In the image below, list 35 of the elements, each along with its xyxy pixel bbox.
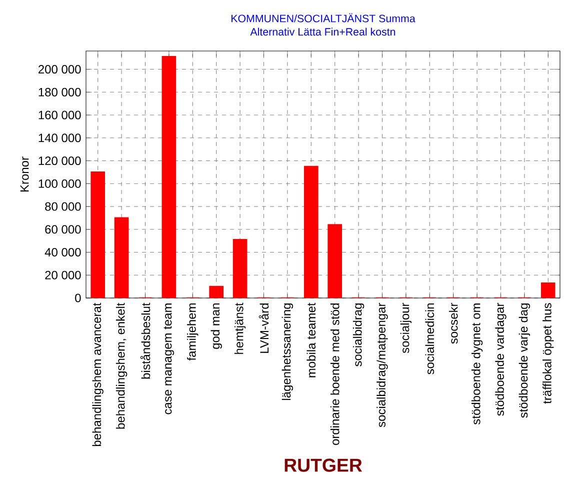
x-tick-label: lägenhetssanering: [282, 304, 294, 400]
x-tick-label: hemtjänst: [234, 302, 246, 354]
y-tick-label: 80 000: [45, 202, 81, 211]
y-tick-label: 0: [75, 294, 81, 302]
x-tick-label: behandlingshem avancerat: [92, 302, 104, 446]
y-tick-label: 100 000: [38, 179, 81, 188]
x-tick-label: socialbidrag/matpengar: [376, 302, 388, 428]
x-tick-label: biståndsbeslut: [140, 302, 150, 379]
y-tick-label: 180 000: [38, 88, 81, 96]
x-tick-label: behandlingshem, enkelt: [116, 302, 128, 429]
x-tick-label: stödboende vardagar: [495, 302, 506, 416]
y-axis-title: Kronor: [20, 156, 29, 192]
x-tick-label: träfflokal öppet hus: [542, 303, 554, 404]
x-tick-label: god man: [210, 303, 222, 349]
x-tick-label: ordinarie boende med stöd: [330, 304, 340, 445]
chart-subtitle: Alternativ Lätta Fin+Real kostn: [250, 28, 396, 36]
x-tick-label: case managem team: [164, 304, 174, 414]
y-tick-label: 120 000: [38, 156, 81, 166]
x-tick-label: socialjour: [400, 302, 412, 354]
chart-title: KOMMUNEN/SOCIALTJÄNST Summa: [232, 13, 416, 22]
x-tick-label: socialbidrag: [352, 303, 364, 366]
y-tick-label: 140 000: [38, 134, 81, 142]
y-tick-label: 160 000: [38, 110, 81, 120]
x-axis-title: RUTGER: [284, 458, 362, 472]
y-tick-label: 60 000: [45, 225, 81, 234]
y-tick-label: 40 000: [44, 248, 81, 257]
x-tick-label: LVM-vård: [258, 303, 269, 353]
y-tick-label: 200 000: [38, 65, 81, 74]
x-tick-label: stödboende varje dag: [518, 304, 530, 418]
x-tick-label: mobila teamet: [306, 302, 316, 378]
y-tick-label: 20 000: [45, 270, 81, 280]
x-tick-label: familjehem: [187, 304, 198, 361]
x-tick-label: socialmedicin: [425, 303, 434, 374]
x-tick-label: socsekr: [448, 302, 458, 344]
x-tick-label: stödboende dygnet om: [471, 304, 483, 424]
